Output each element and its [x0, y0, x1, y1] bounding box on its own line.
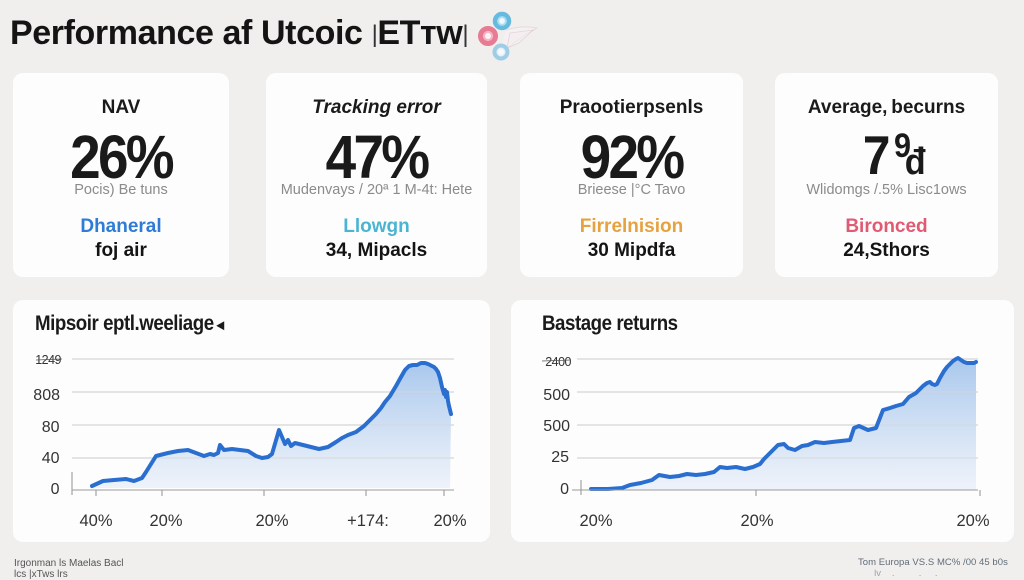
svg-text:20%: 20%: [149, 512, 182, 530]
svg-text:20%: 20%: [740, 512, 773, 530]
svg-text:20%: 20%: [956, 512, 989, 530]
svg-text:0: 0: [560, 481, 569, 498]
svg-text:40: 40: [42, 450, 60, 467]
svg-text:+174:: +174:: [347, 512, 389, 530]
svg-text:500: 500: [543, 418, 570, 435]
svg-text:40%: 40%: [79, 512, 112, 530]
svg-text:2400: 2400: [545, 355, 571, 369]
svg-text:0: 0: [51, 481, 60, 498]
svg-text:808: 808: [33, 387, 60, 404]
svg-text:500: 500: [543, 387, 570, 404]
svg-text:80: 80: [42, 419, 60, 436]
svg-text:20%: 20%: [433, 512, 466, 530]
svg-text:1249: 1249: [35, 353, 61, 367]
svg-text:20%: 20%: [579, 512, 612, 530]
svg-text:20%: 20%: [255, 512, 288, 530]
svg-text:25: 25: [551, 449, 569, 466]
